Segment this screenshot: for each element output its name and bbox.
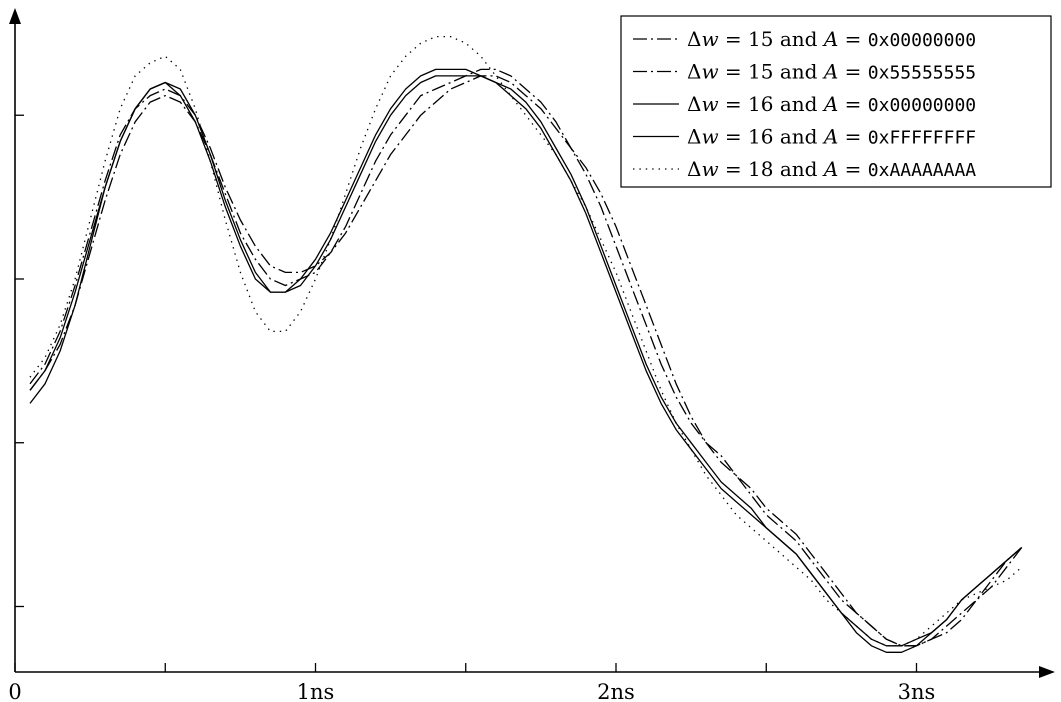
x-tick-label: 2ns xyxy=(597,680,635,702)
series-lines xyxy=(29,35,1023,653)
x-tick-label: 3ns xyxy=(898,680,936,702)
legend-label: Δw = 16 and A = 0xFFFFFFFF xyxy=(687,125,976,149)
legend-label: Δw = 15 and A = 0x00000000 xyxy=(687,27,976,51)
series-line-4 xyxy=(29,68,1023,653)
legend-label: Δw = 18 and A = 0xAAAAAAAA xyxy=(687,157,976,181)
legend: Δw = 15 and A = 0x00000000 Δw = 15 and A … xyxy=(620,15,1052,188)
x-tick-label: 1ns xyxy=(297,680,335,702)
series-line-5 xyxy=(29,35,1023,647)
axis-ticks: 0 1ns 2ns 3ns xyxy=(8,114,936,702)
y-axis-arrowhead xyxy=(9,8,21,24)
legend-box xyxy=(620,15,1052,188)
chart-axes xyxy=(9,8,1055,678)
legend-label: Δw = 15 and A = 0x55555555 xyxy=(687,60,976,84)
x-tick-label: 0 xyxy=(8,680,21,702)
legend-label: Δw = 16 and A = 0x00000000 xyxy=(687,92,976,116)
x-axis-arrowhead xyxy=(1039,666,1055,678)
